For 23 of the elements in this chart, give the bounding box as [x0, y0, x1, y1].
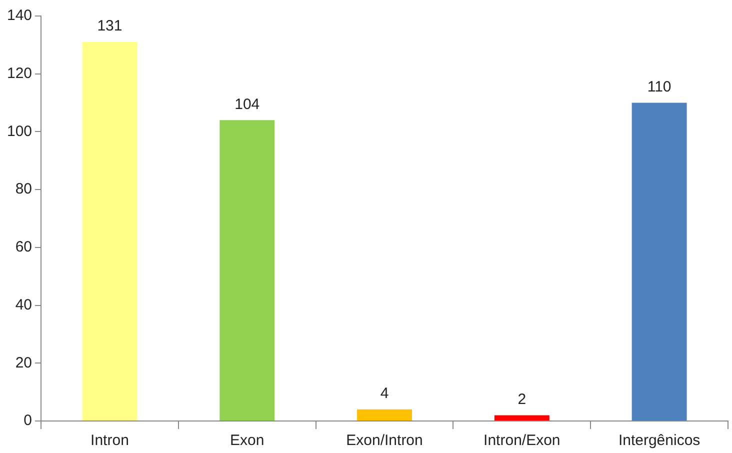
x-tick-label: Intron/Exon: [484, 432, 560, 450]
y-tick-label: 100: [6, 122, 32, 140]
bar: [82, 42, 138, 420]
x-tick-label: Intron: [90, 432, 129, 450]
y-tick-label: 20: [15, 354, 32, 372]
y-tick-label: 140: [6, 7, 32, 24]
y-tick-label: 40: [15, 296, 32, 314]
data-label: 110: [647, 78, 672, 96]
bar: [632, 102, 687, 420]
x-tick-label: Exon/Intron: [346, 432, 423, 450]
y-tick-label: 80: [15, 180, 32, 198]
data-label: 131: [97, 18, 122, 35]
x-tick-label: Exon: [230, 432, 264, 450]
bar: [357, 409, 412, 420]
y-tick-label: 60: [15, 238, 32, 256]
data-label: 104: [234, 96, 260, 113]
bar: [494, 415, 550, 420]
bar: [220, 120, 275, 420]
data-label: 2: [518, 390, 526, 408]
y-tick-label: 120: [6, 65, 32, 82]
data-label: 4: [380, 385, 389, 402]
y-tick-label: 0: [24, 412, 32, 430]
x-tick-label: Intergênicos: [618, 432, 700, 450]
